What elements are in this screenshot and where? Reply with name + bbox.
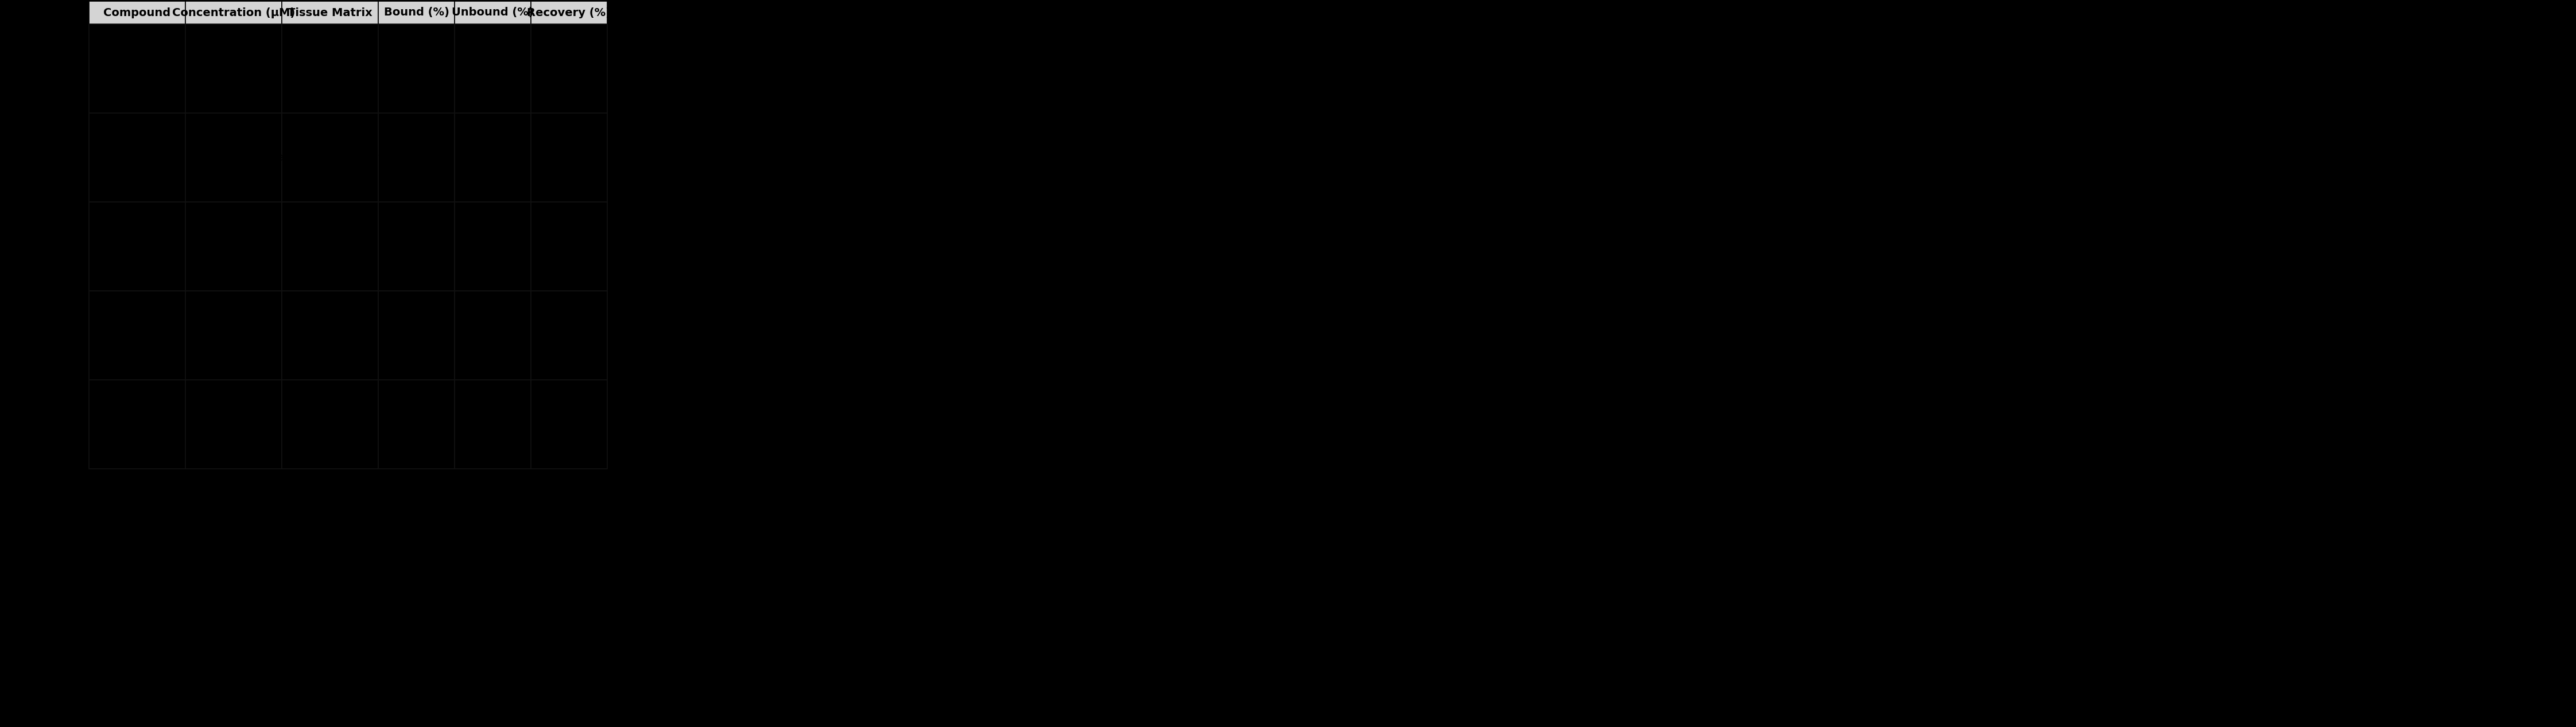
Text: 109.8: 109.8 bbox=[554, 63, 585, 73]
Text: Quinidine: Quinidine bbox=[113, 330, 162, 340]
Text: 104.1: 104.1 bbox=[554, 153, 585, 163]
Text: 106.3: 106.3 bbox=[554, 419, 585, 430]
Text: Rat Plasma: Rat Plasma bbox=[301, 419, 358, 430]
Text: 20.1: 20.1 bbox=[404, 153, 428, 163]
Text: 97.9: 97.9 bbox=[404, 63, 428, 73]
Text: 79.9: 79.9 bbox=[482, 153, 505, 163]
Text: 26.0: 26.0 bbox=[404, 241, 428, 252]
Text: Rat Plasma: Rat Plasma bbox=[301, 330, 358, 340]
Text: 1: 1 bbox=[229, 241, 237, 252]
Text: 91.4: 91.4 bbox=[556, 330, 580, 340]
Text: Recovery (%): Recovery (%) bbox=[528, 7, 611, 18]
Text: 2.1: 2.1 bbox=[484, 63, 500, 73]
Text: Acebutolol: Acebutolol bbox=[111, 241, 165, 252]
Text: Unbound (%): Unbound (%) bbox=[451, 7, 533, 18]
Text: Rat Plasma: Rat Plasma bbox=[301, 63, 358, 73]
Text: 1: 1 bbox=[229, 419, 237, 430]
Text: 0.9: 0.9 bbox=[484, 419, 500, 430]
Text: 74.0: 74.0 bbox=[482, 241, 505, 252]
Text: 98.2: 98.2 bbox=[556, 241, 580, 252]
Text: 22.6: 22.6 bbox=[482, 330, 505, 340]
Text: 99.1: 99.1 bbox=[404, 419, 428, 430]
Text: Rat Plasma: Rat Plasma bbox=[301, 241, 358, 252]
Text: Bound (%): Bound (%) bbox=[384, 7, 448, 18]
Text: 1: 1 bbox=[229, 63, 237, 73]
Text: 1: 1 bbox=[229, 330, 237, 340]
Text: Warfarin: Warfarin bbox=[116, 419, 160, 430]
Text: Compound: Compound bbox=[103, 7, 170, 18]
Text: Concentration (μM): Concentration (μM) bbox=[173, 7, 296, 18]
Text: Ketoprofen: Ketoprofen bbox=[108, 63, 165, 73]
Text: 77.4: 77.4 bbox=[404, 330, 428, 340]
Text: Rat Brain Homogenate: Rat Brain Homogenate bbox=[270, 153, 389, 163]
Text: Tissue Matrix: Tissue Matrix bbox=[289, 7, 374, 18]
